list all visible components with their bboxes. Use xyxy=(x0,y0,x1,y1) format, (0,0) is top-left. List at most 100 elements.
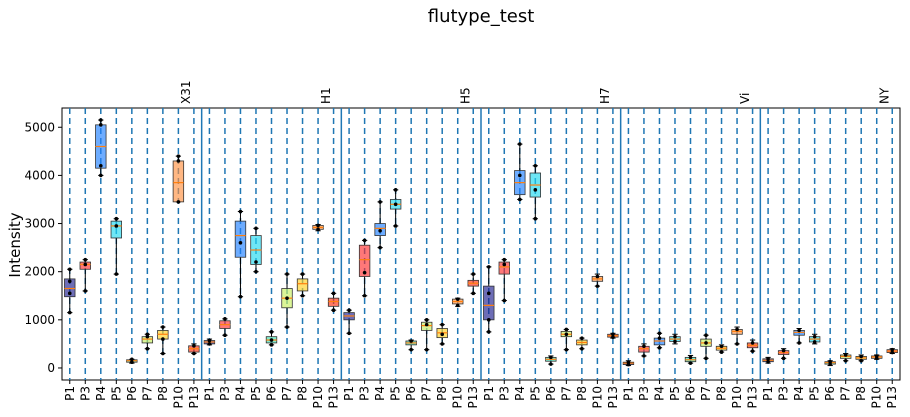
data-point xyxy=(176,154,181,158)
x-tick-label: P8 xyxy=(296,386,310,401)
x-tick-label: P6 xyxy=(684,386,698,401)
data-point xyxy=(642,354,646,358)
data-point xyxy=(223,333,227,338)
group-label: X31 xyxy=(179,81,193,105)
data-point xyxy=(98,123,103,127)
x-tick-label: P8 xyxy=(575,386,589,401)
x-tick-label: P6 xyxy=(544,386,558,401)
data-point xyxy=(362,293,367,298)
data-point xyxy=(735,327,739,332)
data-point xyxy=(347,331,351,336)
data-point xyxy=(455,297,460,301)
data-point xyxy=(797,328,801,333)
data-point xyxy=(114,224,119,228)
data-point xyxy=(176,200,181,204)
data-point xyxy=(98,163,103,168)
data-point xyxy=(471,272,476,276)
data-point xyxy=(517,197,522,202)
data-point xyxy=(145,346,150,351)
data-point xyxy=(114,272,119,276)
data-point xyxy=(549,355,553,360)
data-point xyxy=(130,357,134,362)
data-point xyxy=(254,226,258,231)
box xyxy=(358,244,371,277)
box xyxy=(234,220,247,258)
x-tick-label: P6 xyxy=(404,386,418,401)
data-point xyxy=(812,334,817,339)
box xyxy=(296,278,309,292)
x-tick-label: P5 xyxy=(249,386,263,401)
data-point xyxy=(176,159,181,163)
data-point xyxy=(486,330,491,334)
group-label: NY xyxy=(877,87,891,104)
data-point xyxy=(378,200,382,204)
y-tick-label: 1000 xyxy=(24,313,55,327)
data-point xyxy=(207,342,212,346)
data-point xyxy=(750,349,755,353)
data-point xyxy=(890,347,895,352)
x-tick-label: P8 xyxy=(435,386,449,401)
data-point xyxy=(611,332,615,337)
data-point xyxy=(704,356,708,361)
data-point xyxy=(549,362,553,366)
x-tick-label: P13 xyxy=(746,386,760,409)
x-tick-label: P8 xyxy=(156,386,170,401)
data-point xyxy=(533,188,538,192)
data-point xyxy=(192,344,196,348)
data-point xyxy=(595,274,600,279)
data-point xyxy=(440,342,445,346)
data-point xyxy=(843,358,848,363)
data-point xyxy=(424,347,429,352)
data-point xyxy=(300,272,305,276)
data-point xyxy=(393,202,398,207)
data-point xyxy=(750,341,755,345)
data-point xyxy=(67,267,72,272)
data-point xyxy=(564,347,569,352)
data-point xyxy=(409,339,413,343)
x-tick-label: P10 xyxy=(730,386,744,409)
x-tick-label: P4 xyxy=(792,386,806,401)
data-point xyxy=(766,357,770,361)
data-point xyxy=(254,269,258,274)
x-tick-label: P8 xyxy=(715,386,729,401)
x-tick-label: P4 xyxy=(233,386,247,401)
data-point xyxy=(347,308,351,312)
group-label: H1 xyxy=(319,87,333,104)
data-point xyxy=(486,318,491,322)
data-point xyxy=(797,341,801,345)
data-point xyxy=(409,347,413,352)
x-tick-label: P1 xyxy=(63,386,77,401)
data-point xyxy=(781,348,786,353)
data-point xyxy=(130,360,134,364)
data-point xyxy=(378,228,382,233)
data-point xyxy=(657,336,662,340)
x-tick-label: P13 xyxy=(885,386,899,409)
y-tick-label: 0 xyxy=(47,361,55,375)
data-point xyxy=(688,355,693,360)
data-point xyxy=(502,257,507,262)
data-point xyxy=(688,361,693,365)
data-point xyxy=(533,216,538,221)
data-point xyxy=(316,223,320,228)
data-point xyxy=(812,340,817,344)
x-tick-label: P8 xyxy=(854,386,868,401)
group-label: Vi xyxy=(738,93,752,104)
x-tick-label: P1 xyxy=(342,386,356,401)
data-point xyxy=(161,337,165,341)
data-point xyxy=(223,317,227,321)
x-tick-label: P5 xyxy=(668,386,682,401)
data-point xyxy=(67,291,72,296)
data-point xyxy=(859,354,864,359)
data-point xyxy=(533,163,538,168)
data-point xyxy=(611,335,615,339)
box xyxy=(327,297,340,307)
x-tick-label: P7 xyxy=(839,386,853,401)
data-point xyxy=(704,333,708,338)
data-point xyxy=(657,331,662,336)
box xyxy=(172,160,185,203)
data-point xyxy=(471,291,476,296)
data-point xyxy=(704,341,708,345)
x-tick-label: P13 xyxy=(606,386,620,409)
x-tick-label: P13 xyxy=(187,386,201,409)
data-point xyxy=(192,351,196,356)
